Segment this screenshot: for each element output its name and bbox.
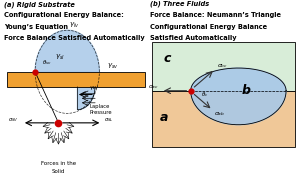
Text: Force Balance: Neumann’s Triangle: Force Balance: Neumann’s Triangle [150, 12, 282, 18]
Polygon shape [77, 87, 95, 110]
Text: $\sigma_{SL}$: $\sigma_{SL}$ [104, 116, 114, 124]
Bar [7, 72, 145, 87]
Text: Forces in the: Forces in the [41, 161, 76, 166]
Text: Solid: Solid [52, 169, 65, 174]
Text: $\gamma_{sv}$: $\gamma_{sv}$ [107, 62, 118, 71]
Bar [152, 91, 295, 147]
Text: Laplace: Laplace [89, 104, 109, 109]
Text: $\sigma_{SV}$: $\sigma_{SV}$ [8, 116, 19, 124]
Text: $\sigma_{bc}$: $\sigma_{bc}$ [217, 62, 228, 70]
Text: Pressure: Pressure [89, 110, 112, 115]
Text: c: c [163, 52, 170, 65]
Text: $\theta_{sv}$: $\theta_{sv}$ [42, 58, 52, 67]
Text: Satisfied Automatically: Satisfied Automatically [150, 35, 237, 41]
Text: $\gamma_{lv}$: $\gamma_{lv}$ [69, 20, 80, 30]
Text: $\gamma_{sl}$: $\gamma_{sl}$ [55, 53, 65, 62]
Polygon shape [35, 30, 99, 72]
Text: (b) Three Fluids: (b) Three Fluids [150, 1, 210, 7]
Text: b: b [241, 84, 250, 98]
Text: $\sigma_{ab}$: $\sigma_{ab}$ [214, 110, 225, 118]
Bar [152, 42, 295, 91]
Text: Force Balance Satisfied Automatically: Force Balance Satisfied Automatically [4, 35, 145, 41]
Text: (a) Rigid Substrate: (a) Rigid Substrate [4, 1, 75, 8]
Text: a: a [160, 111, 168, 124]
Text: $\gamma_{LV}$: $\gamma_{LV}$ [89, 84, 100, 92]
Text: Configurational Energy Balance: Configurational Energy Balance [150, 24, 268, 30]
Text: $\theta_c$: $\theta_c$ [201, 90, 209, 99]
Text: Configurational Energy Balance:: Configurational Energy Balance: [4, 12, 124, 18]
Polygon shape [191, 68, 286, 125]
Text: Young’s Equation: Young’s Equation [4, 24, 69, 30]
Text: $\sigma_{ac}$: $\sigma_{ac}$ [148, 83, 159, 91]
